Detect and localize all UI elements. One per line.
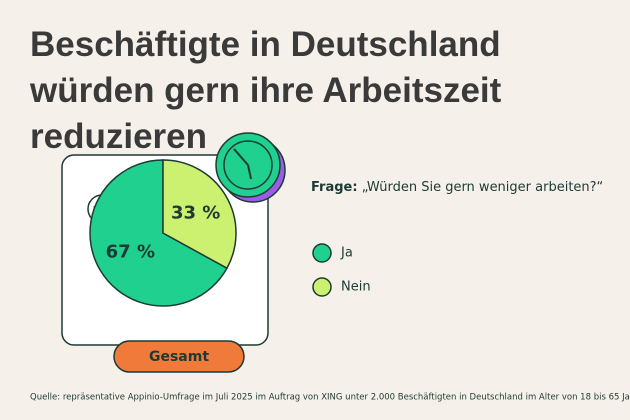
source: Quelle: repräsentative Appinio-Umfrage i… — [30, 393, 630, 403]
legend-swatch — [312, 277, 332, 297]
question: Frage: „Würden Sie gern weniger arbeiten… — [311, 180, 603, 195]
legend-swatch — [312, 243, 332, 263]
data-label: 67 % — [106, 241, 155, 262]
question-text: „Würden Sie gern weniger arbeiten?“ — [362, 180, 604, 195]
question-label: Frage: — [311, 180, 358, 195]
button[interactable] — [113, 340, 245, 373]
chart-title: Beschäftigte in Deutschland würden gern … — [30, 25, 502, 156]
legend-label: Ja — [340, 246, 353, 261]
button-label: Gesamt — [149, 349, 209, 365]
pie-slice — [89, 159, 228, 307]
data-label: 33 % — [171, 203, 220, 224]
pie-slice — [162, 159, 237, 270]
clock-icon — [215, 132, 286, 203]
legend-label: Nein — [341, 280, 371, 295]
